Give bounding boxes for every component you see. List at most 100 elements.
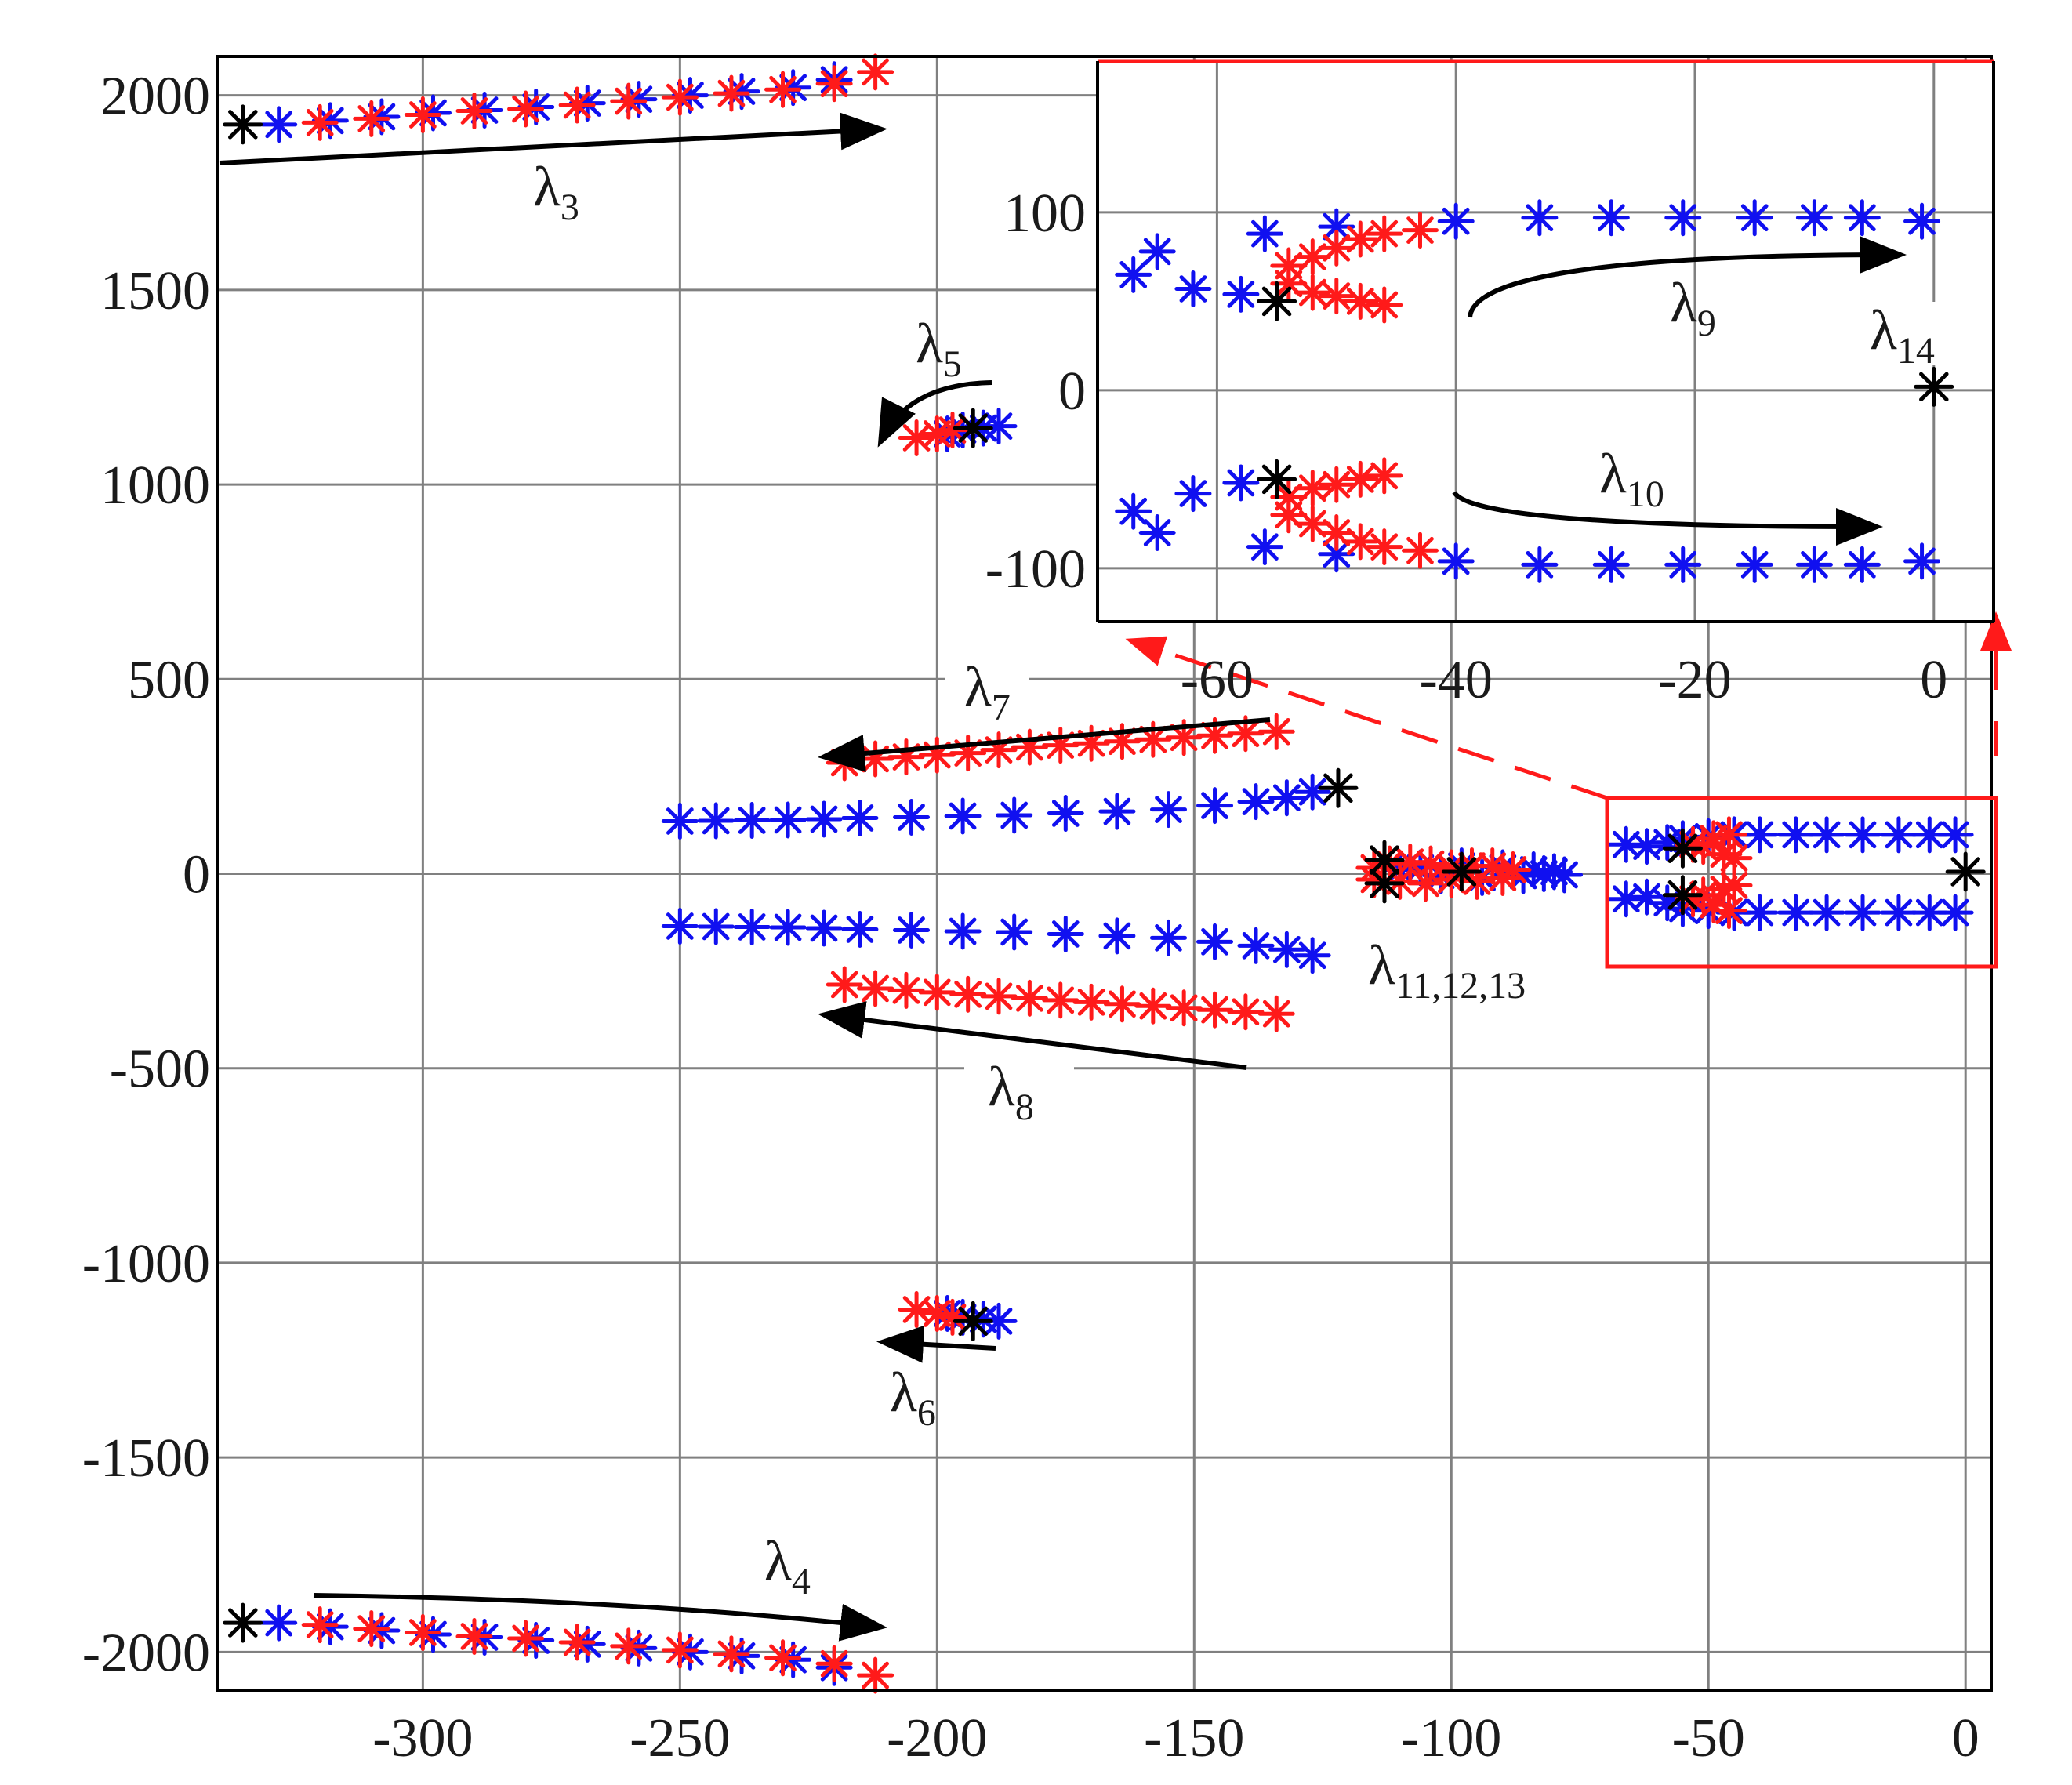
main-point-red bbox=[455, 1618, 493, 1655]
inset-point-red bbox=[1294, 470, 1331, 507]
main-point-red bbox=[1227, 715, 1265, 753]
inset-point-blue bbox=[1795, 546, 1833, 583]
main-point-red bbox=[610, 82, 648, 120]
inset-point-red bbox=[1341, 460, 1379, 498]
main-point-blue bbox=[1047, 915, 1084, 952]
label-lambda7: λ7 bbox=[964, 655, 1011, 728]
main-point-blue bbox=[661, 802, 699, 840]
main-point-red bbox=[661, 1631, 699, 1669]
main-data-points bbox=[223, 53, 1986, 1694]
main-point-blue bbox=[805, 909, 843, 947]
main-point-red bbox=[980, 978, 1018, 1015]
main-tick-labels: -300 -250 -200 -150 -100 -50 02000150010005000… bbox=[82, 67, 1979, 1769]
main-point-red bbox=[353, 1610, 390, 1648]
inset-point-blue bbox=[1903, 542, 1941, 580]
main-point-red bbox=[1710, 892, 1747, 930]
inset-point-blue bbox=[1174, 475, 1212, 513]
inset-point-blue bbox=[1664, 546, 1702, 583]
main-point-red bbox=[1484, 858, 1522, 896]
inset-frame bbox=[1096, 59, 1995, 623]
main-ytick-label: 0 bbox=[183, 845, 210, 905]
main-point-blue bbox=[769, 909, 807, 946]
main-point-blue bbox=[697, 802, 735, 840]
main-point-blue bbox=[841, 910, 879, 948]
inset-point-blue bbox=[1736, 199, 1773, 237]
inset-point-blue bbox=[1664, 199, 1702, 237]
main-ytick-label: -2000 bbox=[82, 1623, 210, 1683]
main-point-blue bbox=[1777, 894, 1815, 931]
main-plot-frame bbox=[216, 55, 1993, 1692]
inset-point-red bbox=[1401, 532, 1439, 569]
inset-xtick-label: -40 bbox=[1420, 650, 1493, 710]
inset-point-blue bbox=[1138, 233, 1176, 270]
main-point-red bbox=[1715, 866, 1753, 904]
main-point-blue bbox=[260, 106, 298, 143]
inset-annotations: λ9 λ10 λ14 bbox=[1599, 271, 1935, 515]
main-point-initial bbox=[953, 408, 993, 448]
main-ytick-label: -1500 bbox=[82, 1428, 210, 1489]
main-point-red bbox=[1227, 993, 1265, 1031]
main-arrows bbox=[219, 112, 1271, 1642]
inset-point-red bbox=[1318, 466, 1355, 503]
main-point-blue bbox=[733, 909, 771, 946]
inset-point-blue bbox=[1222, 275, 1260, 313]
main-xtick-label: -250 bbox=[630, 1708, 730, 1769]
main-point-red bbox=[1011, 728, 1048, 766]
inset-xtick-label: -60 bbox=[1181, 650, 1254, 710]
main-point-red bbox=[857, 740, 894, 778]
inset-arrows bbox=[1452, 236, 1907, 546]
inset-point-initial bbox=[1257, 281, 1297, 321]
label-lambda6: λ6 bbox=[890, 1361, 936, 1434]
label-lambda3: λ3 bbox=[533, 155, 579, 228]
label-lambda11-12-13: λ11,12,13 bbox=[1368, 934, 1526, 1007]
inset-point-blue bbox=[1736, 546, 1773, 583]
main-point-red bbox=[815, 1645, 853, 1682]
main-ytick-label: 2000 bbox=[100, 67, 210, 127]
main-point-blue bbox=[1880, 816, 1918, 854]
main-point-blue bbox=[260, 1604, 298, 1642]
main-xtick-label: -200 bbox=[887, 1708, 987, 1769]
main-point-red bbox=[887, 738, 925, 776]
main-point-blue bbox=[1268, 931, 1305, 968]
inset-point-blue bbox=[1115, 256, 1152, 293]
label-lambda9: λ9 bbox=[1670, 271, 1716, 344]
main-point-red bbox=[507, 1620, 545, 1657]
main-point-red bbox=[713, 1635, 750, 1673]
main-point-red bbox=[1011, 979, 1048, 1017]
inset-point-blue bbox=[1843, 199, 1881, 237]
main-xtick-label: -150 bbox=[1144, 1708, 1244, 1769]
main-point-blue bbox=[1294, 937, 1331, 974]
main-point-red bbox=[949, 975, 987, 1013]
main-point-blue bbox=[1149, 791, 1187, 829]
main-point-red bbox=[455, 93, 493, 129]
main-point-red bbox=[1257, 995, 1295, 1032]
inset-ytick-label: 100 bbox=[1003, 183, 1086, 244]
main-point-initial bbox=[953, 1301, 993, 1341]
inset-point-red bbox=[1318, 229, 1355, 267]
main-point-blue bbox=[1808, 894, 1845, 931]
main-point-red bbox=[815, 65, 853, 103]
arrow-lambda3 bbox=[219, 112, 887, 165]
main-point-blue bbox=[1268, 779, 1305, 817]
inset-point-red bbox=[1341, 523, 1379, 561]
main-point-red bbox=[1257, 713, 1295, 750]
main-point-red bbox=[353, 100, 390, 137]
main-point-red bbox=[1710, 816, 1747, 854]
main-point-red bbox=[1103, 985, 1141, 1023]
main-point-blue bbox=[1098, 917, 1136, 955]
main-point-blue bbox=[996, 913, 1033, 951]
main-point-blue bbox=[893, 799, 931, 836]
main-point-blue bbox=[1047, 795, 1084, 833]
zoom-region-box bbox=[1605, 796, 1998, 969]
main-point-red bbox=[826, 744, 863, 782]
main-point-blue bbox=[1936, 894, 1974, 931]
arrow-lambda9 bbox=[1468, 236, 1907, 318]
main-point-initial bbox=[1441, 851, 1482, 892]
inset-data-points bbox=[1115, 199, 1954, 583]
inset-point-blue bbox=[1222, 464, 1260, 502]
main-point-blue bbox=[1649, 824, 1686, 862]
arrow-lambda10 bbox=[1452, 491, 1883, 546]
main-point-blue bbox=[1098, 793, 1136, 830]
main-point-red bbox=[713, 74, 750, 112]
main-point-red bbox=[301, 103, 339, 141]
